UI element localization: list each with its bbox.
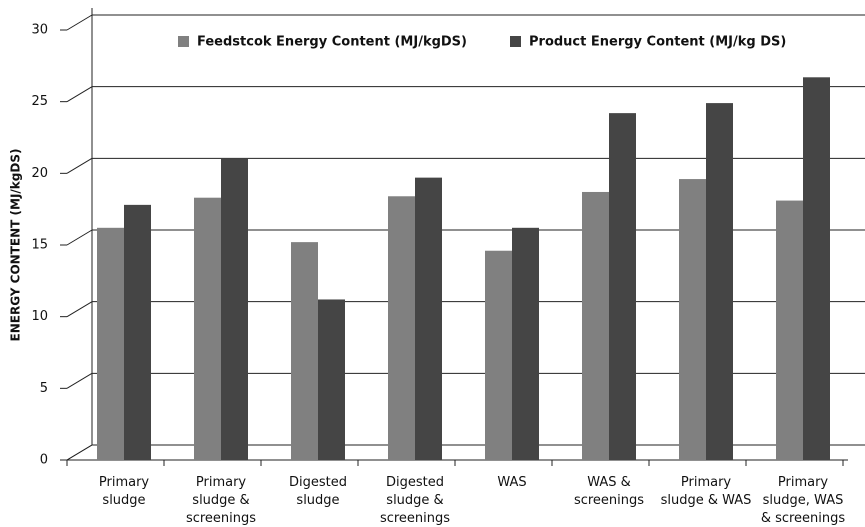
y-tick-edge (66, 301, 93, 318)
legend-swatch (178, 36, 189, 47)
bar (679, 179, 706, 461)
x-tick-label-line: Primary (778, 475, 829, 490)
y-tick-label: 15 (31, 238, 48, 253)
y-tick-edge (66, 444, 93, 461)
x-tick-label-line: sludge & (386, 493, 443, 508)
bar (609, 113, 636, 460)
x-tick-label-line: Primary (99, 475, 150, 490)
y-tick-edge (66, 372, 93, 389)
x-tick-label-line: & screenings (761, 511, 846, 526)
y-tick-label: 30 (31, 23, 48, 38)
x-tick-label-line: sludge (102, 493, 145, 508)
legend-swatch (510, 36, 521, 47)
x-tick-label-line: sludge, WAS (763, 493, 844, 508)
y-tick-label: 10 (31, 309, 48, 324)
bar (291, 242, 318, 460)
x-tick-label: Primary sludge & WAS (661, 475, 752, 508)
x-tick-label-line: sludge & (192, 493, 249, 508)
y-tick-edge (66, 157, 93, 174)
x-tick-label: WAS (497, 475, 526, 490)
y-tick-edge (66, 14, 93, 31)
bar (318, 299, 345, 460)
y-tick-label: 0 (40, 453, 48, 468)
x-tick-label: WAS & screenings (574, 475, 644, 508)
x-tick-label: Primary sludge & screenings (186, 475, 256, 526)
x-tick-label-line: screenings (380, 511, 450, 526)
x-tick-label-line: Primary (681, 475, 732, 490)
x-tick-label-line: screenings (186, 511, 256, 526)
bar (776, 200, 803, 461)
x-tick-label-line: Primary (196, 475, 247, 490)
legend-label: Feedstcok Energy Content (MJ/kgDS) (197, 35, 467, 50)
y-tick-label: 20 (31, 166, 48, 181)
x-tick-label: Primary sludge, WAS & screenings (761, 475, 846, 526)
x-tick-label: Digested sludge & screenings (380, 475, 450, 526)
bar (124, 204, 151, 460)
y-axis-label: ENERGY CONTENT (MJ/kgDS) (9, 149, 23, 342)
bar (803, 77, 830, 461)
legend-label: Product Energy Content (MJ/kg DS) (529, 35, 786, 50)
x-tick-label-line: WAS (497, 475, 526, 490)
y-tick-label: 25 (31, 94, 48, 109)
bar (512, 227, 539, 460)
bar (97, 227, 124, 460)
x-tick-label-line: WAS & (587, 475, 631, 490)
x-tick-label-line: Digested (289, 475, 347, 490)
x-tick-label: Digested sludge (289, 475, 347, 508)
x-tick-label: Primary sludge (99, 475, 150, 508)
x-tick-label-line: screenings (574, 493, 644, 508)
bar (706, 103, 733, 460)
bar (485, 250, 512, 460)
bar (388, 196, 415, 460)
bar (582, 191, 609, 460)
bar (221, 159, 248, 460)
bar (194, 197, 221, 460)
y-tick-edge (66, 229, 93, 246)
x-tick-label-line: Digested (386, 475, 444, 490)
x-tick-label-line: sludge & WAS (661, 493, 752, 508)
y-tick-label: 5 (40, 381, 48, 396)
y-tick-edge (66, 86, 93, 103)
bar (415, 177, 442, 460)
x-tick-label-line: sludge (296, 493, 339, 508)
